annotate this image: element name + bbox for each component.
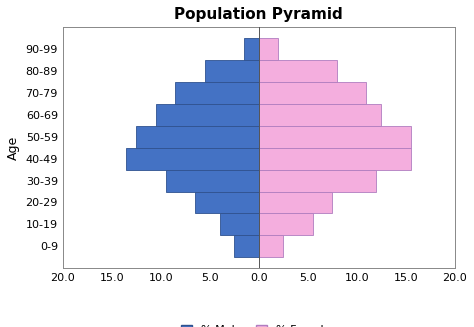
Bar <box>259 148 410 170</box>
Bar <box>165 170 259 192</box>
Bar <box>136 126 259 148</box>
Legend: % Males, % Females: % Males, % Females <box>176 320 341 327</box>
Title: Population Pyramid: Population Pyramid <box>174 7 343 22</box>
Bar <box>259 235 283 257</box>
Bar <box>259 214 312 235</box>
Bar <box>195 192 259 214</box>
Bar <box>127 148 259 170</box>
Bar <box>234 235 259 257</box>
Bar <box>259 38 278 60</box>
Bar <box>259 126 410 148</box>
Bar <box>259 82 366 104</box>
Bar <box>259 60 337 82</box>
Bar <box>205 60 259 82</box>
Bar <box>175 82 259 104</box>
Bar <box>259 170 376 192</box>
Y-axis label: Age: Age <box>7 136 20 160</box>
Bar <box>244 38 259 60</box>
Bar <box>219 214 259 235</box>
Bar <box>259 104 381 126</box>
Bar <box>259 192 332 214</box>
Bar <box>156 104 259 126</box>
